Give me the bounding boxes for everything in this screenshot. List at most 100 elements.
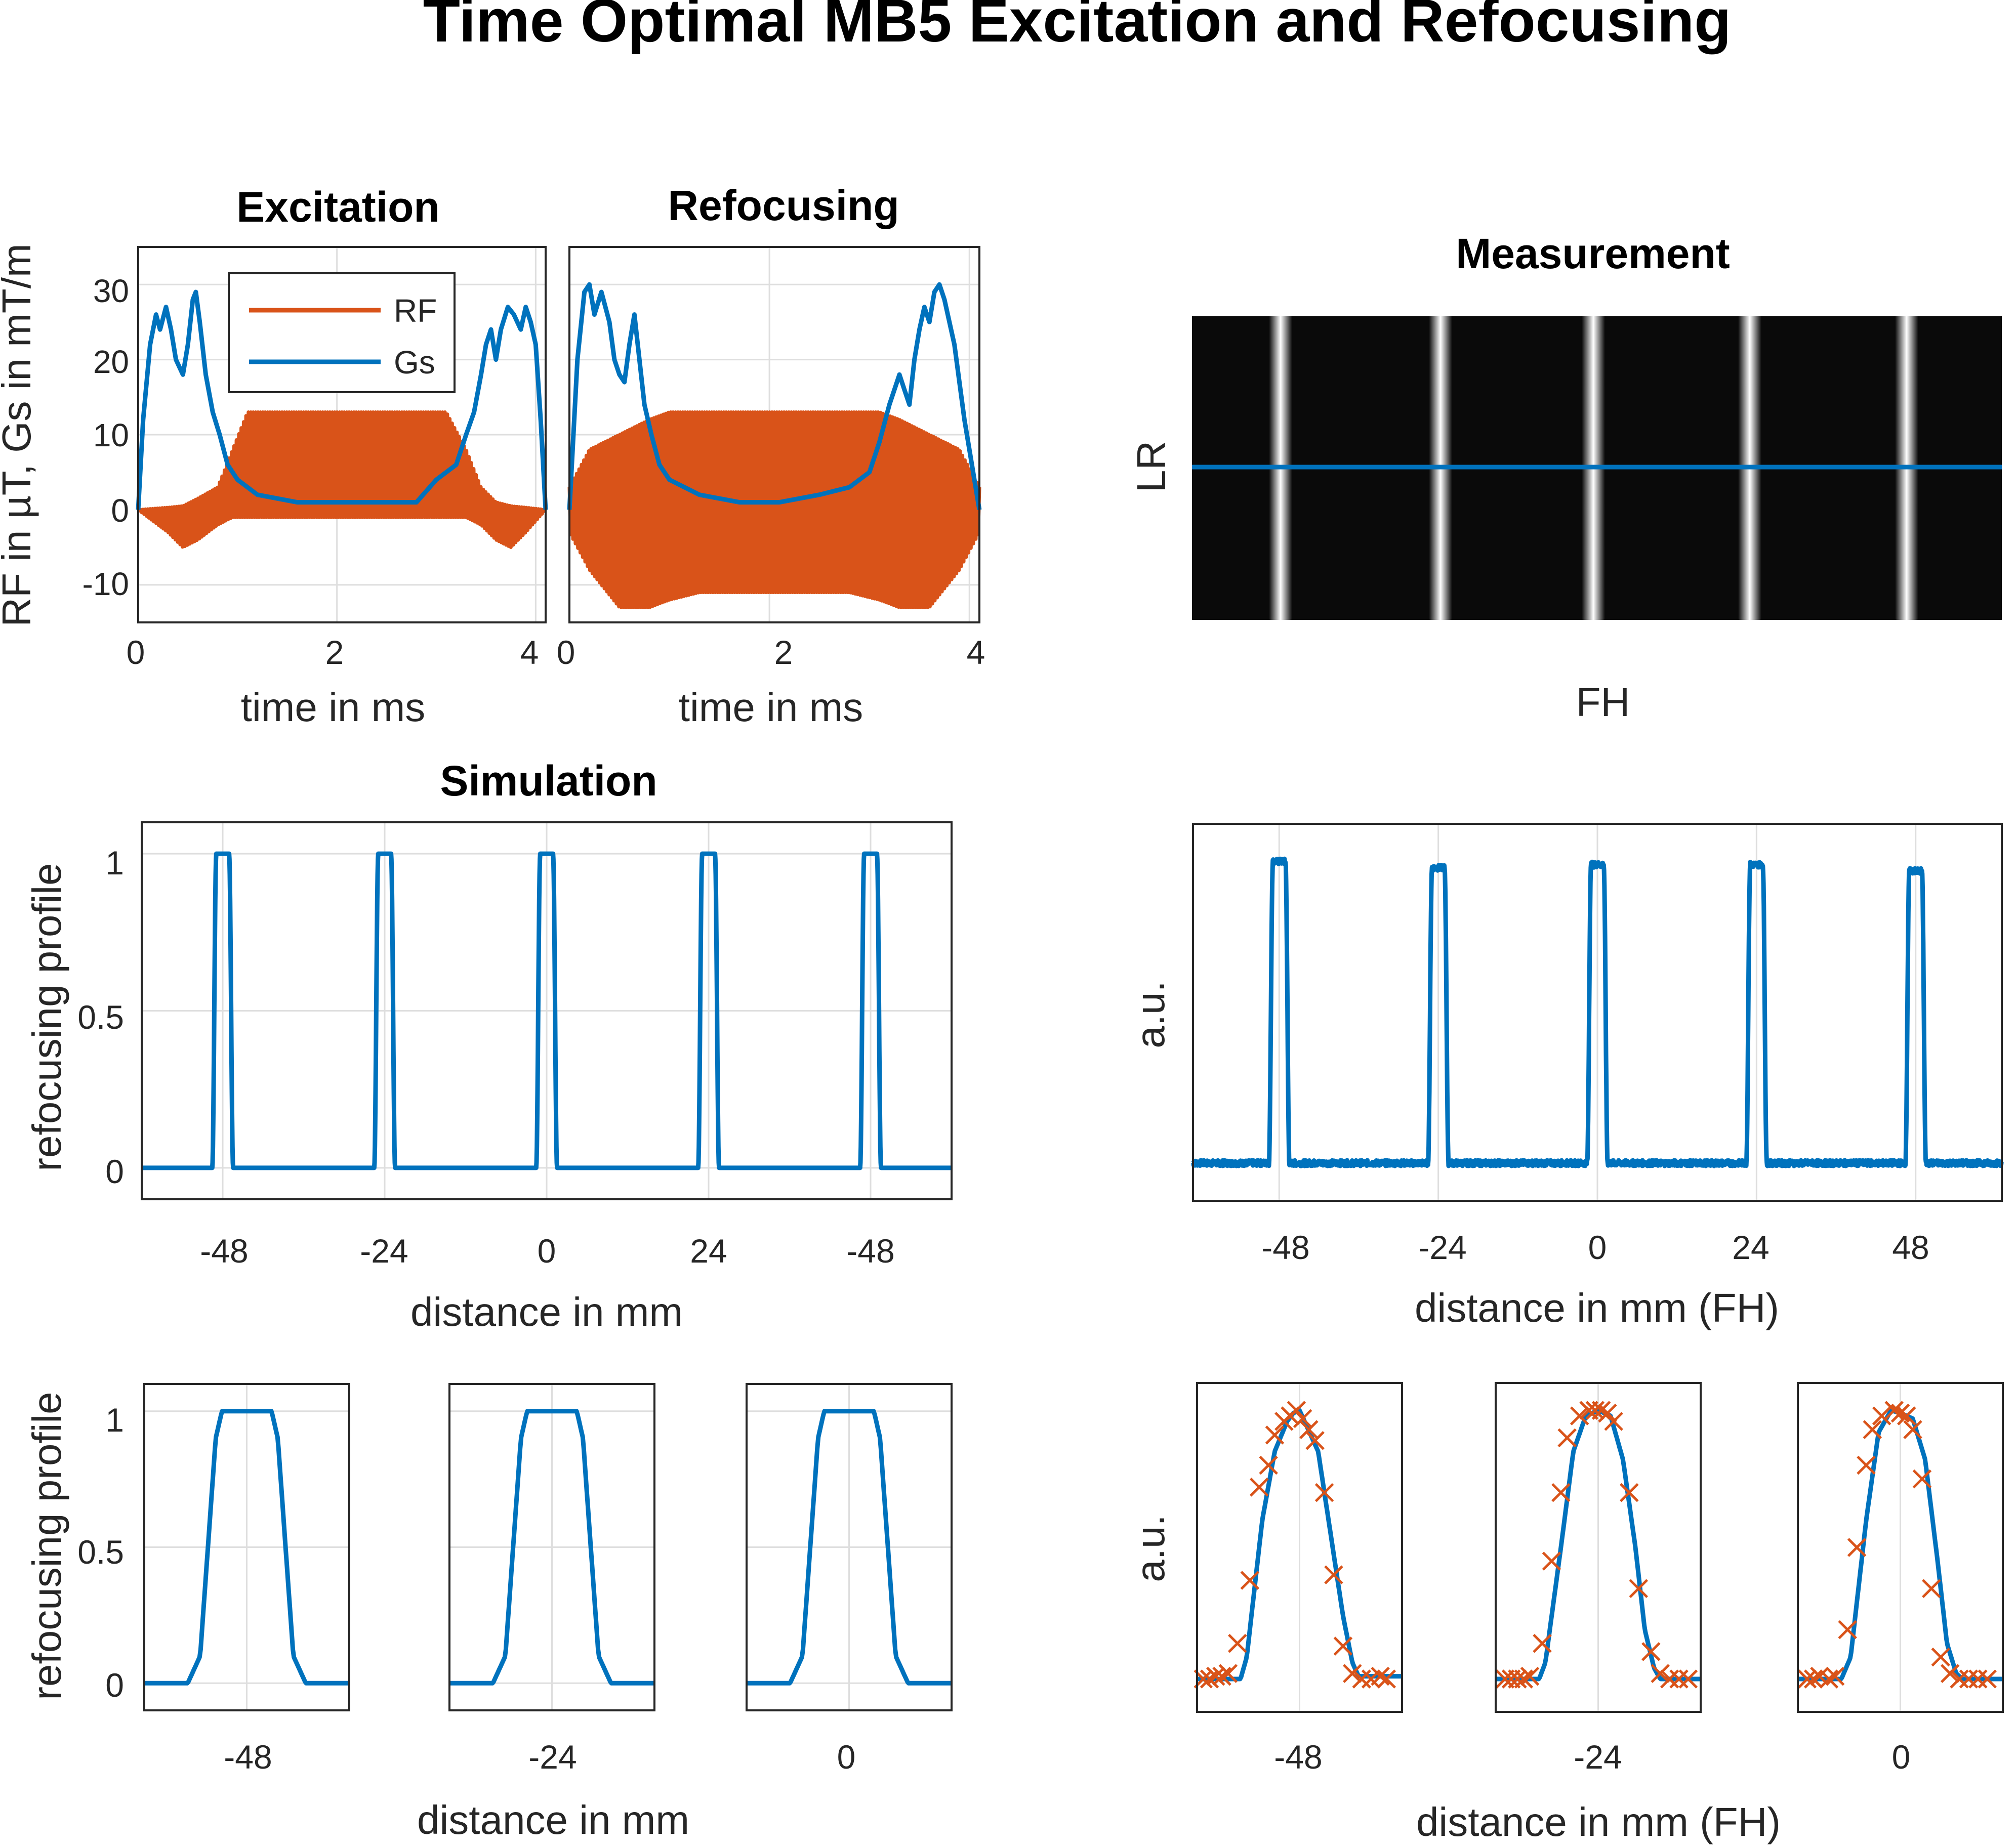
measurement-title: Measurement	[1456, 230, 1730, 277]
excitation-xlabel: time in ms	[241, 685, 426, 730]
sim-zoom-xtick-2: -24	[528, 1738, 577, 1776]
refocusing-gs-series	[567, 282, 982, 511]
sim-zoom-subplot-3	[745, 1384, 953, 1710]
refocusing-title: Refocusing	[668, 182, 899, 229]
sim-zoom-ytick-0: 0	[105, 1666, 124, 1704]
panel-measurement-zoom: -48 -24 0 distance in mm (FH) a.u.	[1128, 1382, 2004, 1844]
meas-zoom-marker-1-18	[1333, 1636, 1353, 1656]
panel-measurement-image: Measurement FH LR	[1129, 230, 2002, 725]
meas-zoom-marker-1-20	[1352, 1669, 1371, 1689]
simulation-ytick-05: 0.5	[77, 998, 124, 1036]
meas-zoom-marker-1-2	[1206, 1666, 1225, 1686]
simulation-plot	[140, 851, 954, 1170]
simulation-xtick-3: 0	[538, 1232, 556, 1270]
meas-zoom-xtick-3: 0	[1892, 1738, 1911, 1776]
refocusing-xtick-2: 2	[774, 634, 793, 671]
meas-zoom-marker-1-17	[1324, 1565, 1343, 1584]
meas-zoom-marker-1-7	[1249, 1478, 1269, 1497]
excitation-plot	[136, 289, 548, 549]
figure-title: Time Optimal MB5 Excitation and Refocusi…	[423, 0, 1732, 55]
measurement-profile-grid	[1278, 824, 1917, 1201]
meas-zoom-marker-1-22	[1371, 1666, 1390, 1686]
excitation-ytick-20: 20	[93, 344, 129, 380]
excitation-xtick-4: 4	[520, 634, 539, 671]
meas-zoom-marker-2-16	[1629, 1579, 1649, 1599]
meas-zoom-marker-2-20	[1669, 1669, 1689, 1689]
sim-zoom-ytick-1: 1	[105, 1401, 124, 1439]
simulation-zoom-plots	[143, 1384, 953, 1710]
meas-zoom-marker-1-14	[1299, 1420, 1319, 1439]
meas-zoom-subplot-1	[1194, 1383, 1404, 1712]
excitation-ytick-10: 10	[93, 417, 129, 453]
meas-zoom-marker-3-16	[1931, 1647, 1951, 1667]
simulation-xtick-4: 24	[690, 1232, 727, 1270]
meas-zoom-marker-3-0	[1797, 1669, 1817, 1689]
simulation-axes	[141, 821, 953, 1200]
meas-zoom-subplot-3	[1796, 1383, 2004, 1712]
meas-zoom-marker-3-20	[1968, 1669, 1988, 1689]
meas-zoom-marker-1-8	[1259, 1455, 1278, 1475]
excitation-ytick-30: 30	[93, 273, 129, 309]
measurement-profile-xtick-2: -24	[1418, 1229, 1466, 1266]
meas-zoom-marker-3-9	[1872, 1406, 1891, 1425]
sim-zoom-axes-2	[448, 1383, 655, 1711]
simulation-xtick-2: -24	[360, 1232, 408, 1270]
meas-zoom-marker-3-4	[1825, 1666, 1845, 1686]
meas-zoom-marker-2-7	[1551, 1483, 1571, 1502]
measurement-zoom-plots	[1194, 1383, 2004, 1712]
refocusing-xtick-4: 4	[967, 634, 985, 671]
meas-zoom-marker-2-17	[1641, 1642, 1661, 1661]
meas-zoom-marker-1-19	[1343, 1664, 1362, 1683]
meas-zoom-marker-1-13	[1293, 1409, 1312, 1429]
meas-zoom-marker-1-16	[1314, 1483, 1334, 1502]
excitation-ytick-0: 0	[111, 492, 129, 529]
sim-zoom-curve-1	[143, 1409, 351, 1686]
sim-zoom-xlabel: distance in mm	[417, 1797, 689, 1842]
meas-zoom-marker-2-6	[1542, 1551, 1561, 1571]
excitation-axes	[137, 246, 547, 623]
meas-zoom-marker-1-1	[1200, 1669, 1219, 1689]
panel-refocusing: Refocusing 0 2 4 time in ms	[557, 182, 985, 730]
sim-zoom-axes-3	[746, 1383, 953, 1711]
excitation-ylabel: RF in µT, Gs in mT/m	[0, 243, 39, 626]
meas-zoom-subplot-2	[1494, 1383, 1702, 1712]
meas-zoom-axes-1	[1196, 1382, 1403, 1713]
panel-simulation: Simulation 1 0.5 0 -48 -24 0 24 -48 dist…	[24, 757, 954, 1334]
panel-measurement-profile: -48 -24 0 24 48 distance in mm (FH) a.u.	[1128, 823, 2004, 1330]
meas-zoom-marker-3-12	[1897, 1406, 1916, 1425]
meas-zoom-marker-1-23	[1377, 1669, 1396, 1689]
meas-zoom-marker-1-3	[1212, 1666, 1231, 1686]
simulation-ytick-0: 0	[105, 1153, 124, 1190]
refocusing-xtick-0: 0	[557, 634, 575, 671]
legend-box	[228, 272, 456, 393]
meas-zoom-marker-3-18	[1950, 1669, 1969, 1689]
sim-zoom-curve-3	[745, 1409, 953, 1686]
meas-zoom-marker-1-9	[1265, 1425, 1285, 1445]
excitation-gs-series	[136, 289, 548, 510]
meas-zoom-marker-1-6	[1240, 1571, 1260, 1590]
meas-zoom-marker-2-14	[1604, 1412, 1623, 1431]
sim-zoom-axes-1	[143, 1383, 350, 1711]
meas-zoom-marker-1-12	[1287, 1401, 1306, 1420]
legend-rf-label: RF	[394, 292, 437, 329]
measurement-profile-ylabel: a.u.	[1128, 981, 1173, 1048]
meas-zoom-marker-2-15	[1620, 1483, 1639, 1502]
meas-zoom-xlabel: distance in mm (FH)	[1416, 1799, 1781, 1844]
meas-zoom-marker-1-4	[1218, 1664, 1238, 1683]
meas-zoom-marker-2-21	[1678, 1669, 1698, 1689]
refocusing-xlabel: time in ms	[679, 685, 863, 730]
meas-zoom-marker-1-15	[1305, 1431, 1325, 1450]
measurement-profile-xlabel: distance in mm (FH)	[1415, 1285, 1779, 1330]
excitation-ytick-minus10: -10	[83, 566, 130, 602]
sim-zoom-subplot-2	[448, 1384, 656, 1710]
meas-zoom-marker-3-11	[1890, 1403, 1910, 1423]
meas-zoom-marker-3-1	[1803, 1669, 1823, 1689]
legend-gs-label: Gs	[394, 344, 435, 381]
meas-zoom-marker-3-6	[1847, 1538, 1867, 1557]
measurement-profile-xtick-1: -48	[1261, 1229, 1309, 1266]
meas-zoom-marker-3-8	[1863, 1420, 1882, 1439]
meas-zoom-ylabel: a.u.	[1128, 1515, 1173, 1582]
meas-zoom-marker-2-4	[1520, 1666, 1540, 1686]
simulation-xtick-1: -48	[200, 1232, 248, 1270]
